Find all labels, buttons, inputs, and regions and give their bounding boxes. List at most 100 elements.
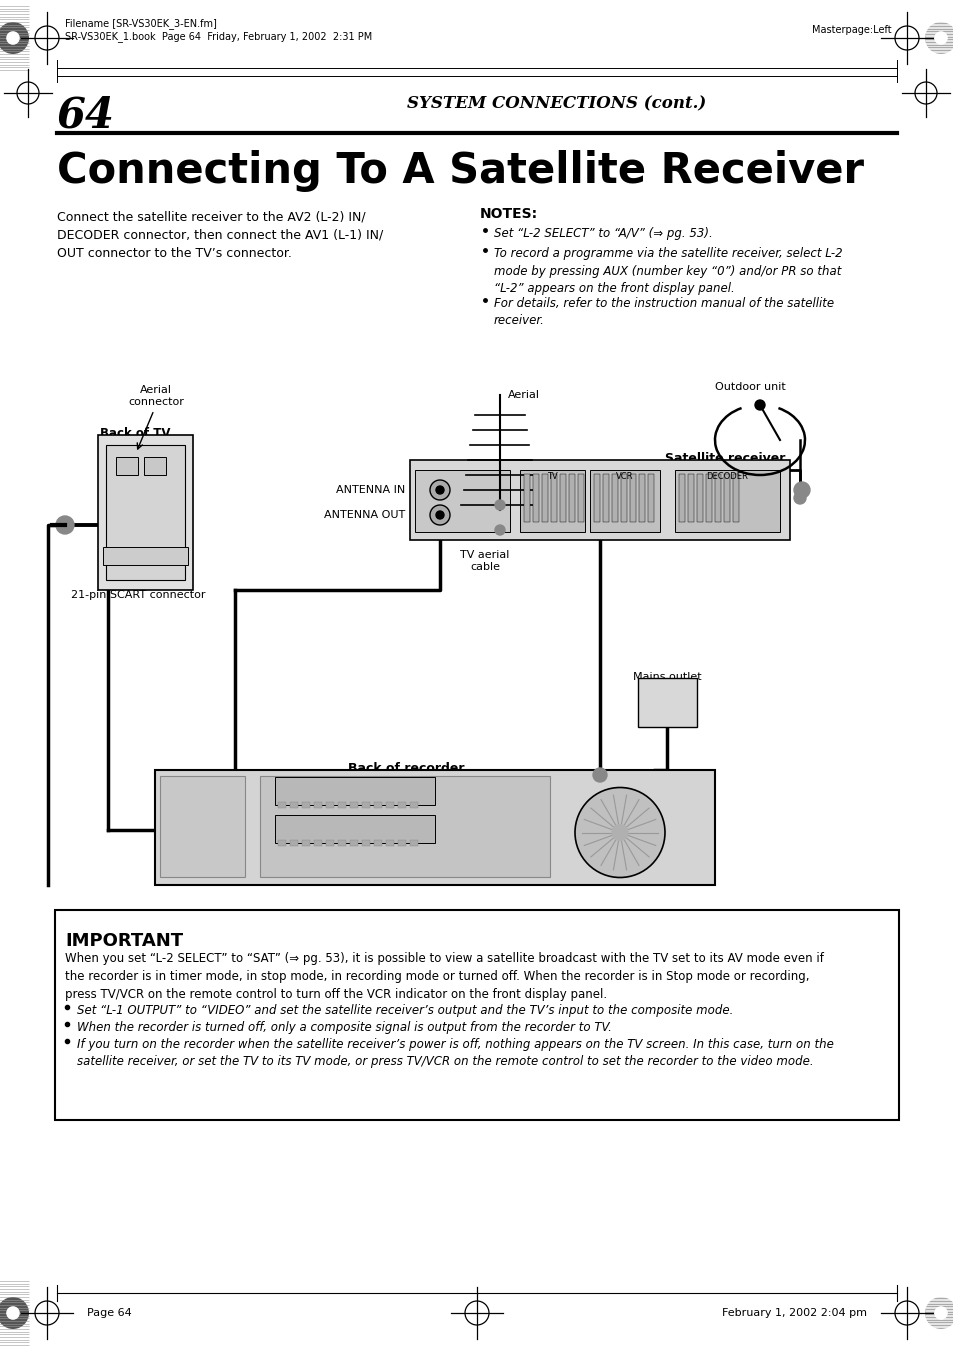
Bar [260,775,550,877]
Text: TV: TV [547,471,558,481]
Bar [274,815,435,843]
Text: SR-VS30EK_1.book  Page 64  Friday, February 1, 2002  2:31 PM: SR-VS30EK_1.book Page 64 Friday, Februar… [65,31,372,42]
Circle shape [7,32,19,45]
Bar [594,474,599,521]
Circle shape [56,516,74,534]
Text: Back of recorder: Back of recorder [348,762,464,775]
Bar [326,802,334,808]
Bar [519,470,584,532]
Text: Satellite cable: Satellite cable [664,490,744,500]
Bar [559,474,565,521]
Text: DECODER: DECODER [706,471,748,481]
Circle shape [430,505,450,526]
Bar [705,474,711,521]
Bar [589,470,659,532]
Circle shape [7,1306,19,1319]
Bar [629,474,636,521]
Text: Aerial
connector: Aerial connector [128,385,184,407]
Text: For details, refer to the instruction manual of the satellite
receiver.: For details, refer to the instruction ma… [494,297,833,327]
Bar [290,840,297,846]
FancyBboxPatch shape [154,770,714,885]
Circle shape [593,767,606,782]
Bar [386,840,394,846]
Text: ANTENNA IN: ANTENNA IN [335,485,405,494]
Bar [415,470,510,532]
FancyBboxPatch shape [410,459,789,540]
Text: To record a programme via the satellite receiver, select L-2
mode by pressing AU: To record a programme via the satellite … [494,247,841,295]
Text: Filename [SR-VS30EK_3-EN.fm]: Filename [SR-VS30EK_3-EN.fm] [65,18,216,28]
Circle shape [495,526,504,535]
Text: VCR: VCR [616,471,633,481]
Text: Set “L-2 SELECT” to “A/V” (⇒ pg. 53).: Set “L-2 SELECT” to “A/V” (⇒ pg. 53). [494,227,712,240]
Bar [277,840,286,846]
Bar [687,474,693,521]
Text: When you set “L-2 SELECT” to “SAT” (⇒ pg. 53), it is possible to view a satellit: When you set “L-2 SELECT” to “SAT” (⇒ pg… [65,952,823,1001]
Bar [602,474,608,521]
Text: Back of TV: Back of TV [100,427,171,440]
Text: TV aerial
cable: TV aerial cable [460,550,509,571]
Bar [277,802,286,808]
Bar [350,840,357,846]
Bar [533,474,538,521]
Circle shape [793,482,809,499]
Bar [374,802,381,808]
Circle shape [0,1297,29,1329]
Circle shape [754,400,764,409]
Text: Connect the satellite receiver to the AV2 (L-2) IN/
DECODER connector, then conn: Connect the satellite receiver to the AV… [57,209,383,259]
Circle shape [934,32,946,45]
Text: Set “L-1 OUTPUT” to “VIDEO” and set the satellite receiver’s output and the TV’s: Set “L-1 OUTPUT” to “VIDEO” and set the … [77,1004,733,1017]
Text: 21-pin SCART connector: 21-pin SCART connector [71,590,205,600]
Bar [612,474,618,521]
Bar [274,777,435,805]
FancyBboxPatch shape [106,444,185,580]
Bar [578,474,583,521]
Text: Masterpage:Left: Masterpage:Left [812,26,891,35]
Bar [361,802,370,808]
Text: Connecting To A Satellite Receiver: Connecting To A Satellite Receiver [57,150,863,192]
Bar [116,457,138,476]
FancyBboxPatch shape [98,435,193,590]
Text: IMPORTANT: IMPORTANT [65,932,183,950]
Circle shape [612,824,627,840]
Circle shape [793,492,805,504]
Text: 64: 64 [57,95,115,136]
Bar [302,840,310,846]
Bar [568,474,575,521]
Circle shape [436,486,443,494]
Text: Mains outlet: Mains outlet [633,671,701,682]
Bar [647,474,654,521]
Text: February 1, 2002 2:04 pm: February 1, 2002 2:04 pm [721,1308,866,1319]
Bar [337,840,346,846]
Circle shape [924,1297,953,1329]
Bar [410,802,417,808]
Bar [314,802,322,808]
Circle shape [924,22,953,54]
Bar [314,840,322,846]
Bar [523,474,530,521]
Bar [302,802,310,808]
Text: ANTENNA OUT: ANTENNA OUT [323,509,405,520]
Bar [386,802,394,808]
Text: SYSTEM CONNECTIONS (cont.): SYSTEM CONNECTIONS (cont.) [407,95,706,112]
Text: Aerial: Aerial [507,390,539,400]
Bar [397,840,406,846]
Bar [103,547,188,565]
FancyBboxPatch shape [638,678,697,727]
Bar [714,474,720,521]
Bar [620,474,626,521]
Text: Outdoor unit: Outdoor unit [714,382,784,392]
Circle shape [934,1306,946,1319]
Text: Satellite receiver: Satellite receiver [664,453,784,465]
Bar [397,802,406,808]
Bar [541,474,547,521]
Bar [337,802,346,808]
Bar [144,457,166,476]
Circle shape [430,480,450,500]
Circle shape [436,511,443,519]
Text: Page 64: Page 64 [87,1308,132,1319]
Bar [326,840,334,846]
Bar [675,470,780,532]
Bar [723,474,729,521]
Text: NOTES:: NOTES: [479,207,537,222]
Bar [732,474,739,521]
